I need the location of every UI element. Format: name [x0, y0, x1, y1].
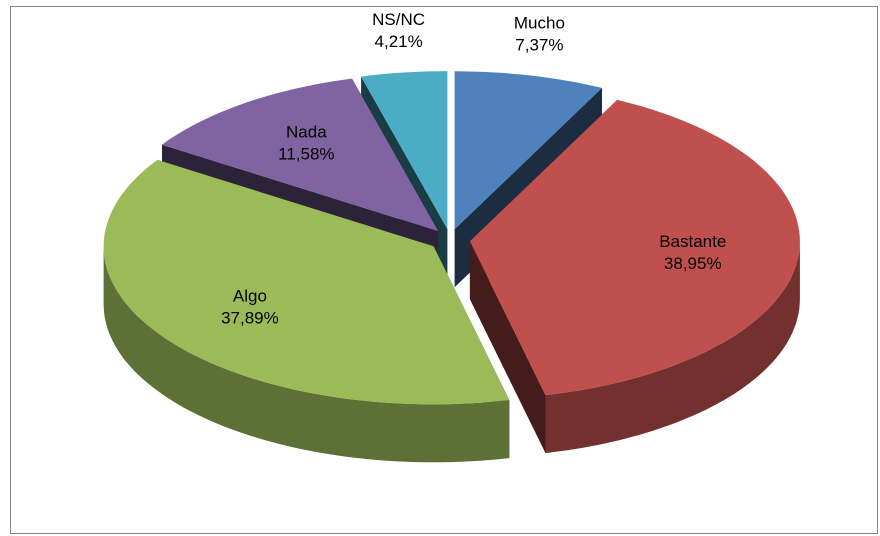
- value-label: 4,21%: [375, 32, 423, 51]
- value-label: 37,89%: [221, 308, 279, 327]
- slice-label: Bastante: [659, 232, 726, 251]
- slice: [103, 159, 510, 405]
- slice: [454, 71, 602, 230]
- slice: [162, 78, 439, 232]
- slice-side: [469, 241, 546, 454]
- slice-wall: [103, 246, 510, 463]
- slice: [469, 99, 800, 396]
- slice-label: Algo: [233, 286, 267, 305]
- slice: [361, 71, 448, 230]
- slice-wall: [545, 241, 800, 454]
- slice-label: Nada: [286, 123, 327, 142]
- slice-label: NS/NC: [372, 10, 425, 29]
- value-label: 11,58%: [278, 145, 334, 164]
- value-label: 7,37%: [515, 36, 563, 55]
- value-label: 38,95%: [664, 254, 722, 273]
- slice-label: Mucho: [514, 14, 565, 33]
